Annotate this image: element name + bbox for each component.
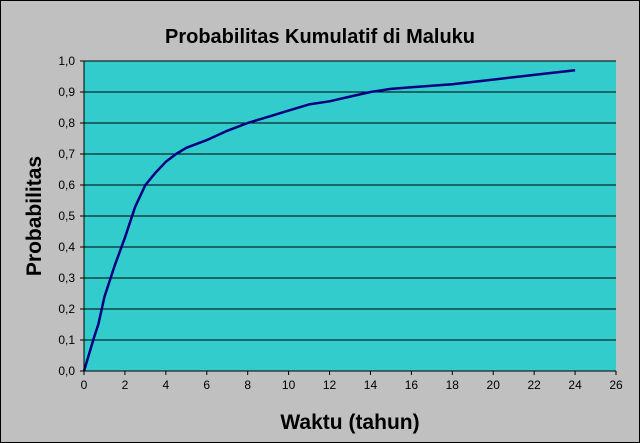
y-tick-label: 0,7 bbox=[58, 147, 75, 161]
y-tick-label: 0,6 bbox=[58, 178, 75, 192]
x-tick-label: 0 bbox=[81, 378, 88, 392]
y-tick-label: 0,8 bbox=[58, 116, 75, 130]
y-tick-label: 0,1 bbox=[58, 333, 75, 347]
x-tick-label: 8 bbox=[244, 378, 251, 392]
y-tick-label: 0,0 bbox=[58, 364, 75, 378]
series-line bbox=[82, 69, 576, 372]
chart-title: Probabilitas Kumulatif di Maluku bbox=[165, 26, 475, 48]
y-tick-label: 0,2 bbox=[58, 302, 75, 316]
y-tick-label: 0,4 bbox=[58, 240, 75, 254]
x-tick-label: 6 bbox=[203, 378, 210, 392]
y-tick-label: 1,0 bbox=[58, 54, 75, 68]
y-tick-label: 0,9 bbox=[58, 85, 75, 99]
x-tick-label: 10 bbox=[282, 378, 296, 392]
tick-labels: 0,00,10,20,30,40,50,60,70,80,91,00 2 4 6 8 10… bbox=[58, 54, 623, 392]
x-axis-title: Waktu (tahun) bbox=[280, 411, 419, 434]
x-tick-label: 20 bbox=[487, 378, 501, 392]
axes bbox=[80, 60, 617, 375]
x-tick-label: 14 bbox=[364, 378, 378, 392]
x-tick-label: 12 bbox=[323, 378, 337, 392]
x-tick-label: 4 bbox=[163, 378, 170, 392]
x-tick-label: 18 bbox=[446, 378, 460, 392]
x-tick-label: 22 bbox=[527, 378, 541, 392]
x-tick-label: 2 bbox=[122, 378, 129, 392]
x-tick-label: 16 bbox=[405, 378, 419, 392]
x-tick-label: 24 bbox=[568, 378, 582, 392]
y-tick-label: 0,5 bbox=[58, 209, 75, 223]
y-tick-label: 0,3 bbox=[58, 271, 75, 285]
gridlines bbox=[84, 60, 616, 341]
y-axis-title: Probabilitas bbox=[23, 156, 46, 276]
x-tick-label: 26 bbox=[609, 378, 623, 392]
